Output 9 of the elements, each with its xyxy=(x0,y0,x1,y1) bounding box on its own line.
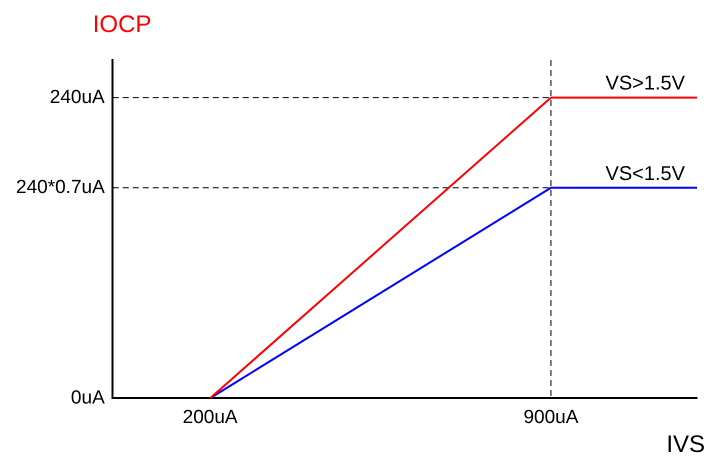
series-label: VS>1.5V xyxy=(605,72,686,95)
x-tick-label: 900uA xyxy=(523,406,579,428)
series-label: VS<1.5V xyxy=(605,162,686,185)
y-tick-label: 0uA xyxy=(70,387,106,408)
y-tick-label: 240uA xyxy=(50,86,106,108)
x-tick-label: 200uA xyxy=(182,406,238,428)
y-axis-title: IOCP xyxy=(92,11,152,38)
x-axis-title: IVS xyxy=(666,431,705,457)
y-tick-label: 240*0.7uA xyxy=(16,177,106,198)
